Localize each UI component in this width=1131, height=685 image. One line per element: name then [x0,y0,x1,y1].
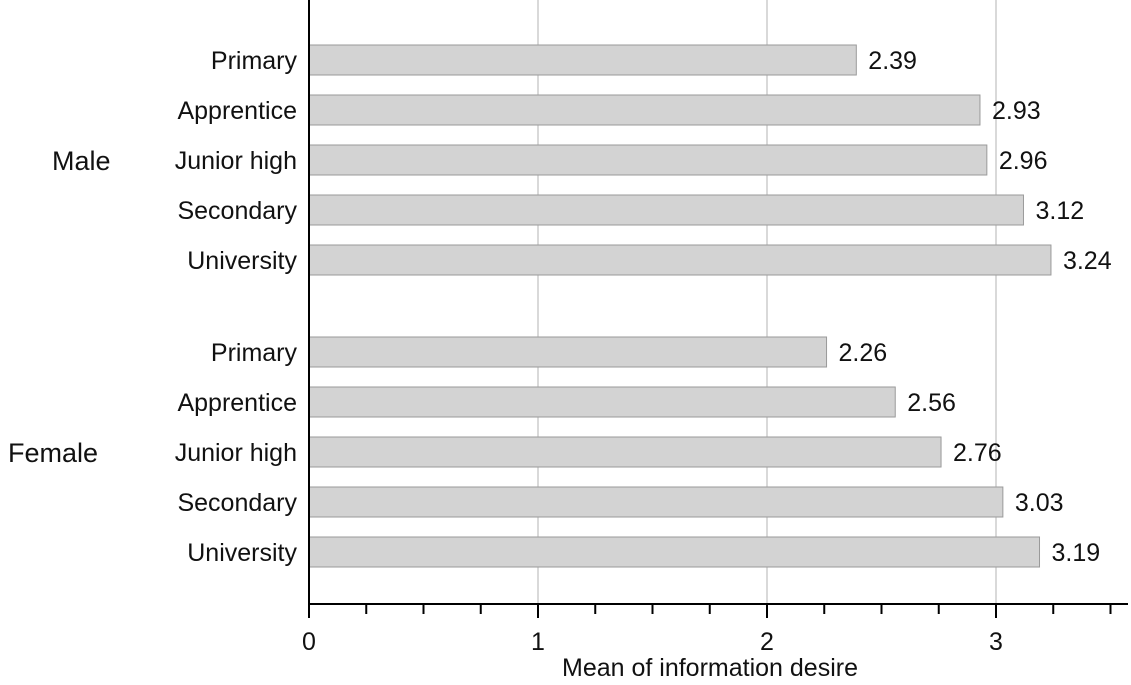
value-label: 3.03 [1015,489,1064,517]
category-label: Primary [211,47,298,75]
value-label: 3.24 [1063,247,1112,275]
bar-male-4 [308,244,1052,276]
group-label-male: Male [52,146,111,176]
value-label: 2.39 [868,47,917,75]
category-label: University [187,539,297,567]
value-label: 3.12 [1035,197,1084,225]
category-label: Primary [211,339,298,367]
x-tick-label-0: 0 [302,628,316,656]
category-label: Apprentice [177,389,297,417]
bar-male-2 [308,144,988,176]
category-label: Secondary [177,489,297,517]
value-label: 3.19 [1052,539,1101,567]
x-axis: 0 1 2 3 [302,0,1128,656]
x-tick-label-3: 3 [989,628,1003,656]
bar-female-4 [308,536,1041,568]
bar-female-3 [308,486,1004,518]
category-label: University [187,247,297,275]
x-tick-label-2: 2 [760,628,774,656]
category-label: Junior high [175,147,297,175]
labels: Primary 2.39 Apprentice 2.93 Junior high 2.96… [8,47,1112,567]
category-label: Apprentice [177,97,297,125]
bars [308,44,1052,568]
category-label: Secondary [177,197,297,225]
bar-female-0 [308,336,828,368]
value-label: 2.96 [999,147,1048,175]
value-label: 2.26 [839,339,888,367]
value-label: 2.93 [992,97,1041,125]
group-label-female: Female [8,438,98,468]
bar-male-3 [308,194,1024,226]
category-label: Junior high [175,439,297,467]
bar-male-0 [308,44,857,76]
bar-female-1 [308,386,896,418]
bar-male-1 [308,94,981,126]
x-tick-label-1: 1 [531,628,545,656]
value-label: 2.76 [953,439,1002,467]
value-label: 2.56 [907,389,956,417]
x-axis-title: Mean of information desire [562,654,858,682]
bar-female-2 [308,436,942,468]
